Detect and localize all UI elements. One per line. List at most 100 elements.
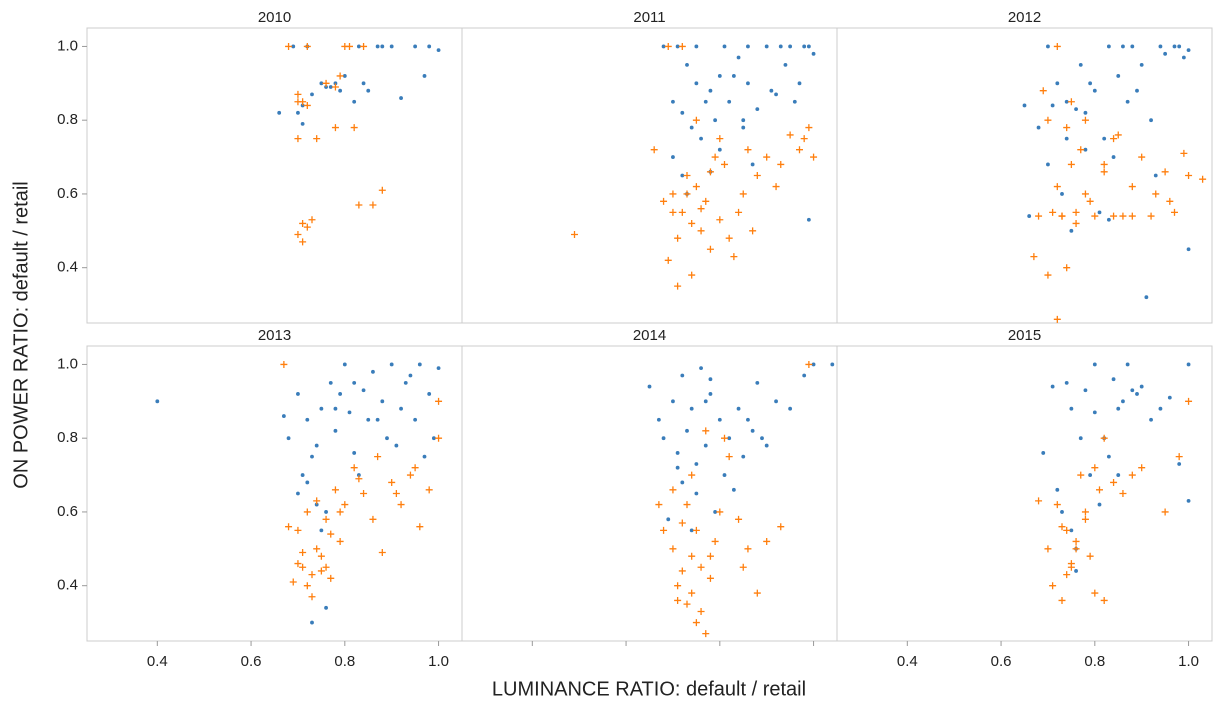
point (1130, 388, 1135, 393)
point (366, 417, 371, 422)
panel-title: 2013 (258, 327, 291, 344)
point (764, 44, 769, 49)
point-plus (1058, 212, 1066, 220)
point (731, 74, 736, 78)
panel-frame (86, 27, 463, 324)
point-plus (786, 131, 794, 139)
point-plus (805, 124, 813, 132)
point (431, 436, 436, 441)
point (380, 44, 385, 49)
point-plus (683, 172, 691, 179)
point (436, 366, 441, 371)
point-plus (1185, 172, 1193, 179)
point (399, 406, 403, 411)
point (1064, 99, 1069, 104)
point-plus (697, 227, 705, 235)
point-plus (735, 515, 743, 523)
point-plus (397, 501, 405, 509)
point (314, 502, 319, 507)
point (1083, 147, 1088, 152)
point (408, 373, 413, 378)
point (1111, 155, 1116, 159)
point (783, 62, 788, 67)
point-plus (313, 497, 321, 505)
point-plus (1035, 497, 1043, 505)
point (1158, 406, 1163, 411)
point-plus (369, 515, 377, 523)
point-plus (341, 501, 349, 509)
point (694, 462, 699, 466)
point (1125, 99, 1130, 104)
point (1149, 118, 1153, 123)
point-plus (327, 574, 335, 582)
point (671, 99, 675, 104)
point (1050, 103, 1055, 108)
point (305, 417, 310, 422)
point-plus (706, 552, 714, 560)
point (403, 380, 408, 385)
point (300, 103, 305, 108)
point (1069, 406, 1074, 411)
point (333, 406, 338, 411)
point (750, 162, 755, 167)
point-plus (322, 515, 330, 523)
point (1069, 528, 1074, 533)
x-tick-label: 0.4 (897, 653, 918, 670)
point-plus (303, 101, 311, 109)
point-plus (322, 79, 330, 87)
point (1135, 392, 1139, 396)
point-plus (313, 135, 321, 143)
point (427, 392, 432, 396)
point (1055, 487, 1060, 492)
point-plus (796, 146, 803, 154)
point (1088, 81, 1093, 86)
point (675, 44, 680, 49)
point-plus (1100, 168, 1108, 176)
point-plus (683, 190, 691, 198)
point (1078, 62, 1083, 67)
x-tick-label: 0.6 (241, 653, 262, 670)
point (746, 417, 750, 422)
point (347, 410, 352, 415)
point (342, 362, 347, 367)
point-plus (716, 216, 724, 224)
panel-title: 2011 (633, 9, 665, 26)
point-plus (1053, 183, 1061, 191)
point-plus (674, 582, 682, 590)
y-tick-label: 1.0 (57, 37, 78, 54)
point (741, 454, 746, 459)
point (1060, 192, 1064, 196)
point (1111, 377, 1116, 382)
point-plus (678, 42, 686, 50)
point-plus (1175, 453, 1183, 461)
point-plus (739, 190, 747, 198)
point-plus (1044, 545, 1052, 553)
point (689, 406, 694, 411)
point (1064, 136, 1069, 141)
point (338, 88, 343, 93)
point-plus (721, 160, 728, 168)
point (1078, 436, 1083, 441)
point-plus (1128, 471, 1136, 479)
panel-frame (836, 27, 1213, 324)
point-plus (763, 537, 771, 545)
panel-frame (86, 345, 463, 642)
point (319, 406, 324, 411)
point (1172, 44, 1177, 49)
point-plus (1072, 208, 1080, 216)
point-plus (674, 596, 682, 604)
y-tick-label: 0.8 (57, 429, 78, 446)
point (1163, 51, 1168, 56)
point-plus (1119, 212, 1127, 220)
point (352, 380, 357, 385)
point-plus (706, 574, 714, 582)
point (399, 96, 403, 100)
point-plus (669, 208, 677, 216)
point-plus (425, 486, 433, 494)
point (689, 125, 694, 130)
point (1186, 498, 1191, 503)
point-plus (1063, 526, 1071, 534)
point (296, 392, 300, 396)
point-plus (674, 282, 682, 290)
point-plus (327, 530, 335, 538)
